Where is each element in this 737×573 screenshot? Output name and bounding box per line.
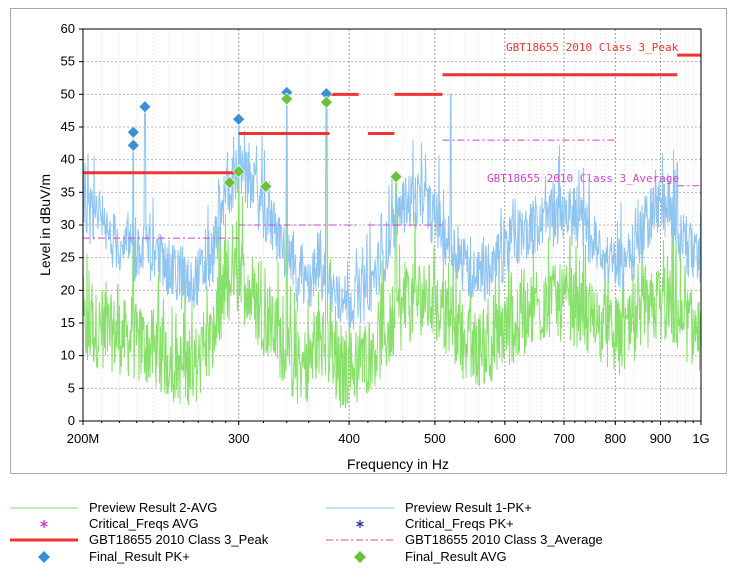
x-tick-label: 1G [692, 431, 709, 446]
legend-label: Final_Result PK+ [89, 549, 190, 564]
y-tick-label: 10 [61, 348, 75, 363]
y-tick-label: 60 [61, 21, 75, 36]
x-tick-label: 300 [228, 431, 250, 446]
x-tick-label: 700 [553, 431, 575, 446]
legend-diamond-icon [354, 551, 366, 563]
y-axis-title: Level in dBuV/m [37, 174, 53, 276]
y-tick-label: 35 [61, 184, 75, 199]
legend-label: Preview Result 1-PK+ [405, 500, 532, 515]
legend: Preview Result 2-AVG Preview Result 1-PK+… [0, 492, 737, 573]
final-avg-marker [280, 92, 294, 106]
final-pk-marker [126, 138, 140, 152]
final-pk-marker [126, 125, 140, 139]
peak-limit-label: GBT18655 2010 Class 3_Peak [506, 41, 679, 54]
legend-diamond-icon [38, 551, 50, 563]
legend-label: Critical_Freqs AVG [89, 516, 199, 531]
pk-trace-line [82, 93, 702, 330]
avg-trace-line [82, 100, 702, 409]
x-tick-label: 500 [424, 431, 446, 446]
y-tick-label: 15 [61, 315, 75, 330]
legend-symbol [38, 551, 50, 563]
final-avg-marker [319, 95, 333, 109]
legend-label: GBT18655 2010 Class 3_Average [405, 532, 603, 547]
final-avg-marker [259, 180, 273, 193]
final-avg-marker [223, 176, 237, 189]
final-avg-marker [389, 170, 403, 184]
pk-trace [82, 93, 702, 330]
legend-symbol [326, 507, 394, 509]
x-tick-label: 900 [650, 431, 672, 446]
x-axis-title: Frequency in Hz [347, 456, 449, 472]
x-tick-label: 600 [494, 431, 516, 446]
y-tick-label: 45 [61, 119, 75, 134]
y-tick-label: 30 [61, 217, 75, 232]
y-tick-label: 55 [61, 54, 75, 69]
y-tick-label: 40 [61, 152, 75, 167]
y-tick-label: 25 [61, 250, 75, 265]
final-pk-marker [232, 112, 246, 126]
final-pk-marker [138, 100, 152, 114]
legend-symbol [10, 538, 78, 542]
legend-star-icon [40, 520, 48, 528]
y-tick-label: 5 [68, 380, 75, 395]
limit-lines [83, 53, 701, 239]
legend-star-icon [356, 520, 364, 528]
legend-symbol [356, 520, 364, 528]
x-tick-label: 800 [604, 431, 626, 446]
legend-label: GBT18655 2010 Class 3_Peak [89, 532, 269, 547]
axes: 0 5 10 15 20 25 30 35 40 45 50 55 60 200M 300 400 500 600… [61, 21, 710, 446]
final-avg-marker [232, 165, 246, 178]
x-tick-label: 200M [67, 431, 100, 446]
y-tick-label: 0 [68, 413, 75, 428]
y-tick-label: 20 [61, 282, 75, 297]
legend-label: Critical_Freqs PK+ [405, 516, 514, 531]
legend-symbol [40, 520, 48, 528]
final-markers [126, 85, 403, 193]
legend-label: Preview Result 2-AVG [89, 500, 218, 515]
emi-chart: 0 5 10 15 20 25 30 35 40 45 50 55 60 200M 300 400 500 600… [37, 21, 710, 472]
average-limit-label: GBT18655 2010 Class 3_Average [487, 172, 679, 185]
legend-symbol [354, 551, 366, 563]
y-tick-label: 50 [61, 86, 75, 101]
star-stroke [356, 521, 364, 527]
legend-label: Final_Result AVG [405, 549, 507, 564]
star-stroke [40, 521, 48, 527]
avg-trace [82, 100, 702, 409]
x-tick-label: 400 [338, 431, 360, 446]
legend-symbol [10, 507, 78, 509]
legend-symbol [326, 539, 394, 541]
